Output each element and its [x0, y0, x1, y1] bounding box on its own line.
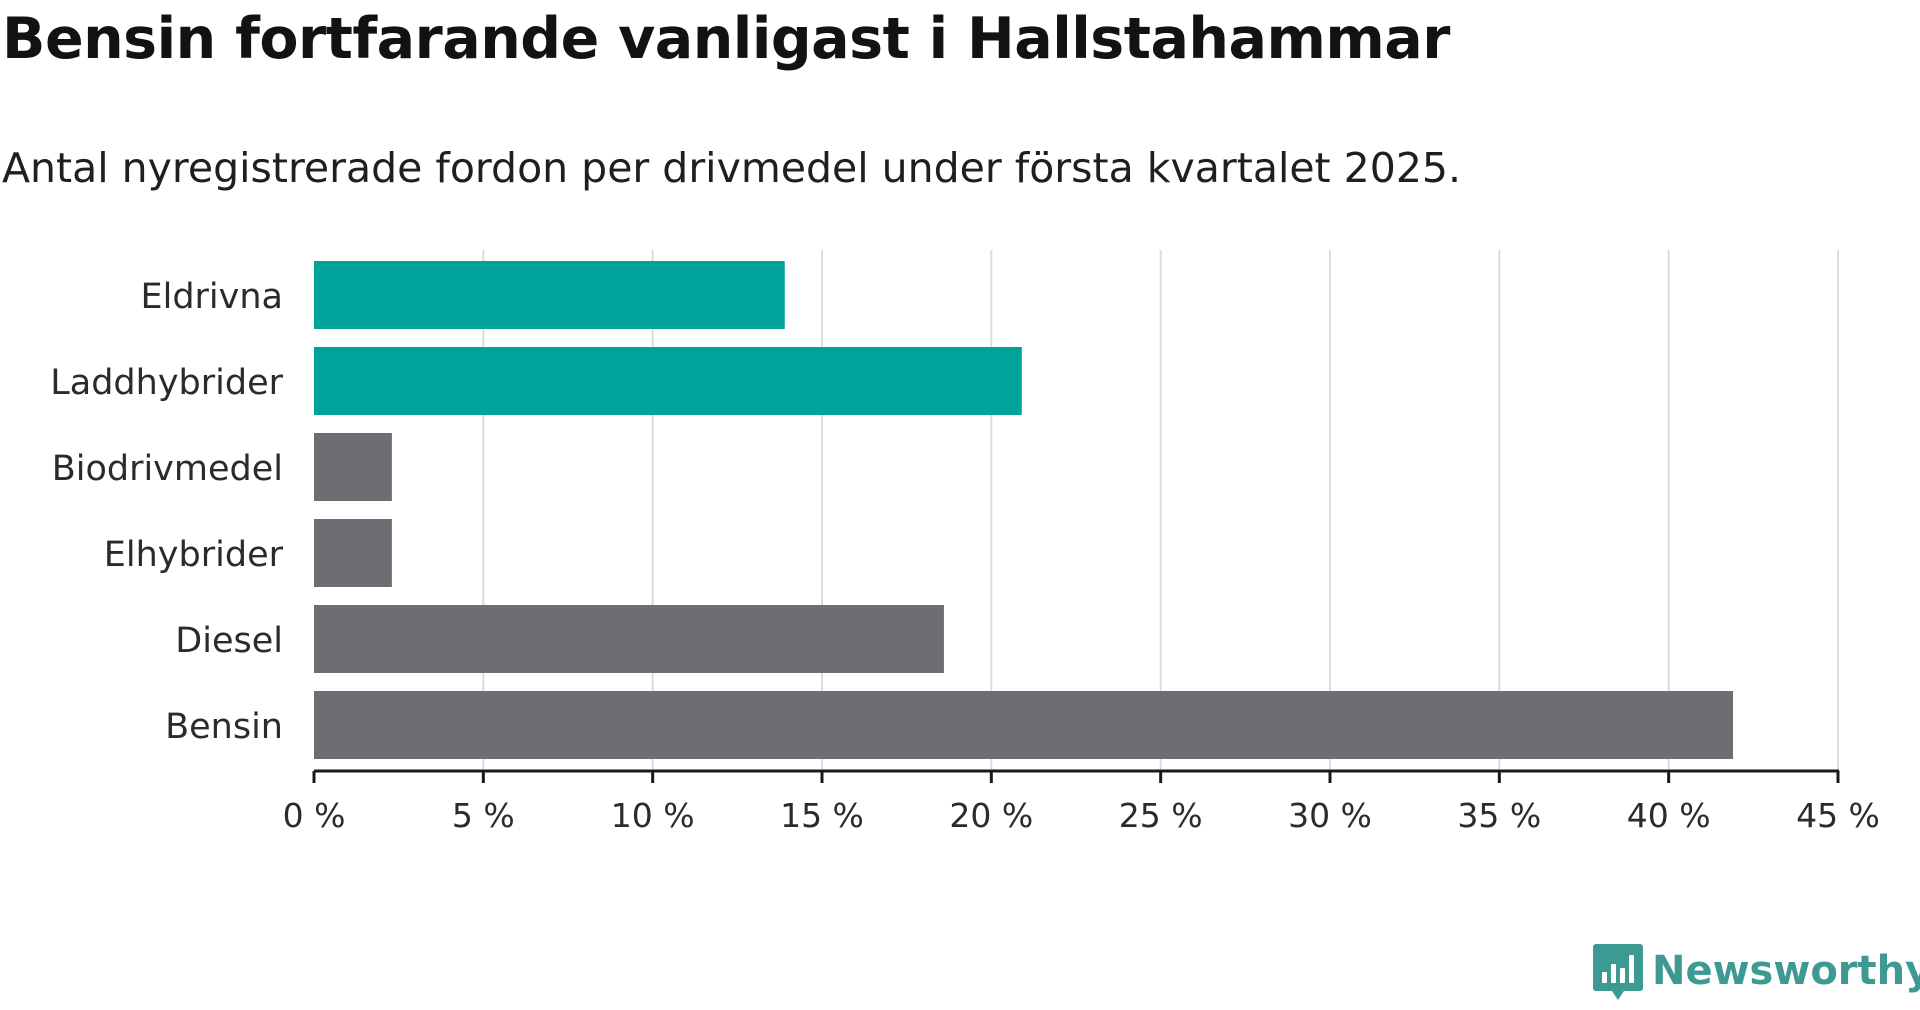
x-tick-label: 5 % [452, 796, 515, 835]
x-tick-label: 0 % [283, 796, 346, 835]
x-tick-label: 15 % [780, 796, 864, 835]
chart-subtitle: Antal nyregistrerade fordon per drivmede… [2, 144, 1462, 192]
x-tick-label: 25 % [1119, 796, 1203, 835]
bar-elhybrider [314, 519, 392, 587]
x-tick-label: 45 % [1796, 796, 1880, 835]
newsworthy-logo[interactable]: Newsworthy [1584, 940, 1920, 1010]
x-tick-label: 10 % [611, 796, 695, 835]
bar-bensin [314, 691, 1734, 759]
category-label: Eldrivna [140, 277, 283, 317]
x-tick-label: 20 % [949, 796, 1033, 835]
category-label: Elhybrider [104, 535, 284, 575]
category-label: Biodrivmedel [52, 449, 283, 489]
category-labels: Eldrivna Laddhybrider Biodrivmedel Elhybrid… [50, 277, 283, 747]
x-tick-label: 30 % [1288, 796, 1372, 835]
bar-laddhybrider [314, 347, 1022, 415]
bar-eldrivna [314, 261, 785, 329]
x-tick-label: 40 % [1627, 796, 1711, 835]
newsworthy-logo-text: Newsworthy [1652, 948, 1920, 994]
chart-title: Bensin fortfarande vanligast i Hallstaha… [2, 6, 1450, 72]
x-tick-label: 35 % [1457, 796, 1541, 835]
bar-diesel [314, 605, 944, 673]
gridlines [482, 250, 1839, 771]
newsworthy-logo-icon [1593, 944, 1643, 1000]
category-label: Bensin [165, 707, 283, 747]
bar-chart: 0 % 5 % 10 % 15 % 20 % 25 % 30 % 35 % 40 % 45 % E… [50, 250, 1880, 835]
bars [314, 261, 1734, 759]
bar-biodrivmedel [314, 433, 392, 501]
category-label: Laddhybrider [50, 363, 283, 403]
category-label: Diesel [175, 621, 283, 661]
x-axis: 0 % 5 % 10 % 15 % 20 % 25 % 30 % 35 % 40 % 45 % [283, 769, 1880, 835]
